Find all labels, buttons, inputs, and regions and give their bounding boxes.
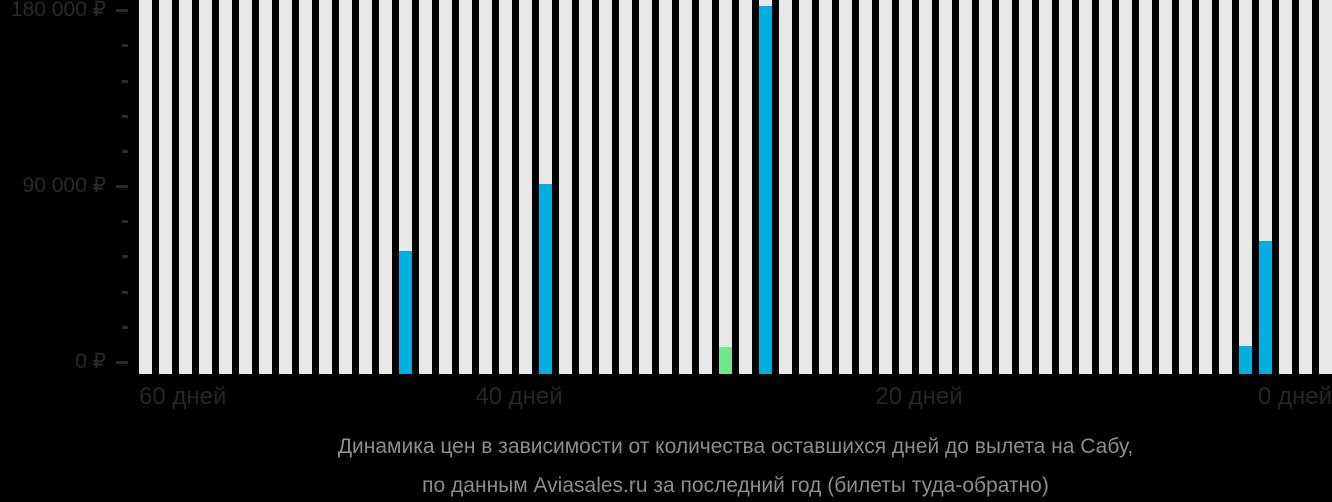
day-column-13: [1059, 0, 1073, 374]
price-bar-day-3[interactable]: [1259, 240, 1273, 374]
y-axis-major-tick: [116, 185, 128, 189]
day-column-14: [1039, 0, 1053, 374]
day-column-51: [299, 0, 313, 374]
day-column-36: [599, 0, 613, 374]
day-column-50: [319, 0, 333, 374]
day-column-16: [999, 0, 1013, 374]
y-axis-minor-tick: [122, 220, 128, 224]
day-column-58: [159, 0, 173, 374]
y-axis-minor-tick: [122, 114, 128, 118]
day-column-22: [879, 0, 893, 374]
day-column-17: [979, 0, 993, 374]
day-column-34: [639, 0, 653, 374]
day-column-28: [759, 0, 773, 374]
day-column-10: [1119, 0, 1133, 374]
day-column-6: [1199, 0, 1213, 374]
day-column-11: [1099, 0, 1113, 374]
day-column-25: [819, 0, 833, 374]
y-axis-label: 90 000 ₽: [22, 174, 106, 198]
day-column-52: [279, 0, 293, 374]
chart-caption: Динамика цен в зависимости от количества…: [139, 434, 1332, 498]
y-axis-minor-tick: [122, 44, 128, 48]
day-column-38: [559, 0, 573, 374]
day-column-35: [619, 0, 633, 374]
price-bar-day-28[interactable]: [759, 6, 773, 374]
y-axis-minor-tick: [122, 325, 128, 329]
chart-title: Динамика цен в зависимости от количества…: [337, 435, 1134, 458]
chart-subtitle: по данным Aviasales.ru за последний год …: [422, 474, 1049, 497]
day-column-32: [679, 0, 693, 374]
day-column-26: [799, 0, 813, 374]
x-axis-label: 40 дней: [475, 383, 563, 410]
day-column-4: [1239, 0, 1253, 374]
y-axis-minor-tick: [122, 255, 128, 259]
day-column-9: [1139, 0, 1153, 374]
day-column-55: [219, 0, 233, 374]
y-axis-minor-tick: [122, 79, 128, 83]
y-axis-label: 0 ₽: [75, 350, 106, 373]
plot-area: 180 000 ₽ 90 000 ₽ 0 ₽ 60 дней 40 дней 20 дн…: [10, 0, 1332, 410]
day-column-0: [1319, 0, 1332, 374]
day-column-29: [739, 0, 753, 374]
day-column-20: [919, 0, 933, 374]
day-column-18: [959, 0, 973, 374]
day-column-57: [179, 0, 193, 374]
day-column-40: [519, 0, 533, 374]
y-axis-label: 180 000 ₽: [10, 0, 106, 22]
day-column-15: [1019, 0, 1033, 374]
day-column-37: [579, 0, 593, 374]
x-axis-label: 20 дней: [875, 383, 963, 410]
x-axis-label: 0 дней: [1257, 383, 1332, 410]
day-column-23: [859, 0, 873, 374]
day-column-48: [359, 0, 373, 374]
y-axis-minor-tick: [122, 149, 128, 153]
day-column-44: [439, 0, 453, 374]
day-column-19: [939, 0, 953, 374]
day-column-43: [459, 0, 473, 374]
day-column-21: [899, 0, 913, 374]
day-column-8: [1159, 0, 1173, 374]
y-axis-major-tick: [116, 9, 128, 13]
day-column-56: [199, 0, 213, 374]
day-column-3: [1259, 0, 1273, 374]
price-bar-day-39[interactable]: [539, 184, 553, 374]
day-column-45: [419, 0, 433, 374]
price-bar-day-46[interactable]: [399, 250, 413, 374]
day-column-59: [139, 0, 153, 374]
day-column-42: [479, 0, 493, 374]
day-column-33: [659, 0, 673, 374]
price-bar-day-30[interactable]: [719, 346, 733, 374]
price-bar-day-4[interactable]: [1239, 345, 1253, 374]
day-column-2: [1279, 0, 1293, 374]
day-column-54: [239, 0, 253, 374]
day-column-41: [499, 0, 513, 374]
y-axis-minor-tick: [122, 290, 128, 294]
day-column-39: [539, 0, 553, 374]
day-column-24: [839, 0, 853, 374]
day-column-12: [1079, 0, 1093, 374]
day-column-49: [339, 0, 353, 374]
day-column-30: [719, 0, 733, 374]
day-column-46: [399, 0, 413, 374]
x-axis-label: 60 дней: [139, 383, 227, 410]
day-column-53: [259, 0, 273, 374]
day-column-27: [779, 0, 793, 374]
day-column-5: [1219, 0, 1233, 374]
day-column-47: [379, 0, 393, 374]
day-column-7: [1179, 0, 1193, 374]
day-column-1: [1299, 0, 1313, 374]
y-axis-major-tick: [116, 361, 128, 364]
day-column-31: [699, 0, 713, 374]
